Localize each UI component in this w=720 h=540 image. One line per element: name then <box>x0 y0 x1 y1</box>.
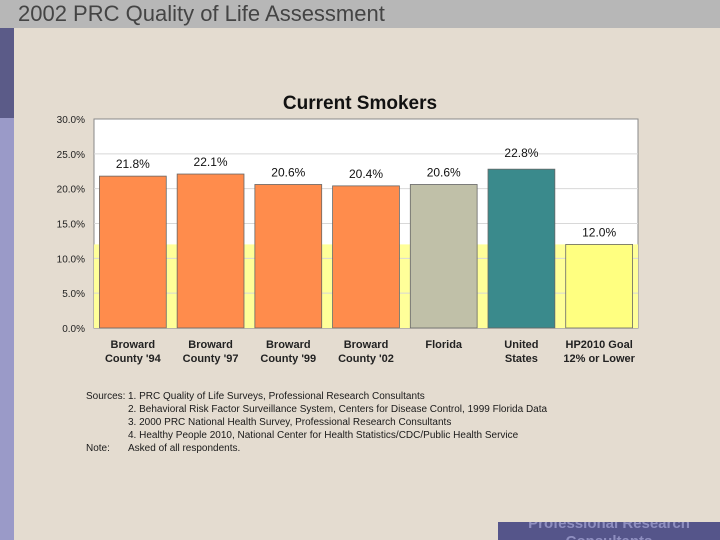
source-item: 2. Behavioral Risk Factor Surveillance S… <box>128 404 548 415</box>
y-tick-label: 20.0% <box>57 185 85 196</box>
bar <box>565 243 633 329</box>
category-label: Broward <box>188 339 233 351</box>
chart-title: Current Smokers <box>283 93 437 114</box>
bar-value-label: 21.8% <box>116 157 150 171</box>
source-item: 3. 2000 PRC National Health Survey, Prof… <box>128 417 452 428</box>
sources-label: Sources: <box>86 391 126 402</box>
slide-title: 2002 PRC Quality of Life Assessment <box>18 1 385 26</box>
category-label: 12% or Lower <box>563 353 635 365</box>
category-label: Florida <box>425 339 463 351</box>
category-label: HP2010 Goal <box>566 339 633 351</box>
note-label: Note: <box>86 443 110 454</box>
bar-value-label: 20.4% <box>349 167 383 181</box>
bar <box>176 173 245 329</box>
y-tick-label: 25.0% <box>57 150 85 161</box>
y-tick-label: 5.0% <box>62 289 85 300</box>
category-label: County '02 <box>338 353 394 365</box>
bar <box>409 184 478 329</box>
category-label: States <box>505 353 538 365</box>
source-item: 1. PRC Quality of Life Surveys, Professi… <box>128 391 425 402</box>
sources-block: Sources: 1. PRC Quality of Life Surveys,… <box>86 390 547 455</box>
note-text: Asked of all respondents. <box>128 443 241 454</box>
left-accent-stripe-dark <box>0 0 14 118</box>
category-label: Broward <box>344 339 389 351</box>
category-label: Broward <box>111 339 156 351</box>
bar <box>332 185 400 329</box>
title-bar: 2002 PRC Quality of Life Assessment <box>0 0 720 28</box>
bar-value-label: 20.6% <box>271 165 305 179</box>
bar <box>99 175 167 329</box>
y-tick-label: 0.0% <box>62 324 85 335</box>
bar-value-label: 12.0% <box>582 225 616 239</box>
category-label: County '97 <box>183 353 239 365</box>
bar-value-label: 22.1% <box>194 155 228 169</box>
category-label: United <box>504 339 538 351</box>
footer-text: Professional Research Consultants <box>528 522 690 540</box>
y-tick-label: 10.0% <box>57 254 85 265</box>
source-item: 4. Healthy People 2010, National Center … <box>128 430 519 441</box>
footer-box: Professional Research Consultants <box>498 522 720 540</box>
bar-value-label: 20.6% <box>427 165 461 179</box>
category-label: County '99 <box>260 353 316 365</box>
y-tick-label: 15.0% <box>57 220 85 231</box>
bar <box>254 184 323 329</box>
y-tick-label: 30.0% <box>57 115 85 126</box>
category-label: County '94 <box>105 353 162 365</box>
category-label: Broward <box>266 339 311 351</box>
bar-value-label: 22.8% <box>504 146 538 160</box>
left-accent-stripe <box>0 0 14 540</box>
bar <box>487 168 556 329</box>
